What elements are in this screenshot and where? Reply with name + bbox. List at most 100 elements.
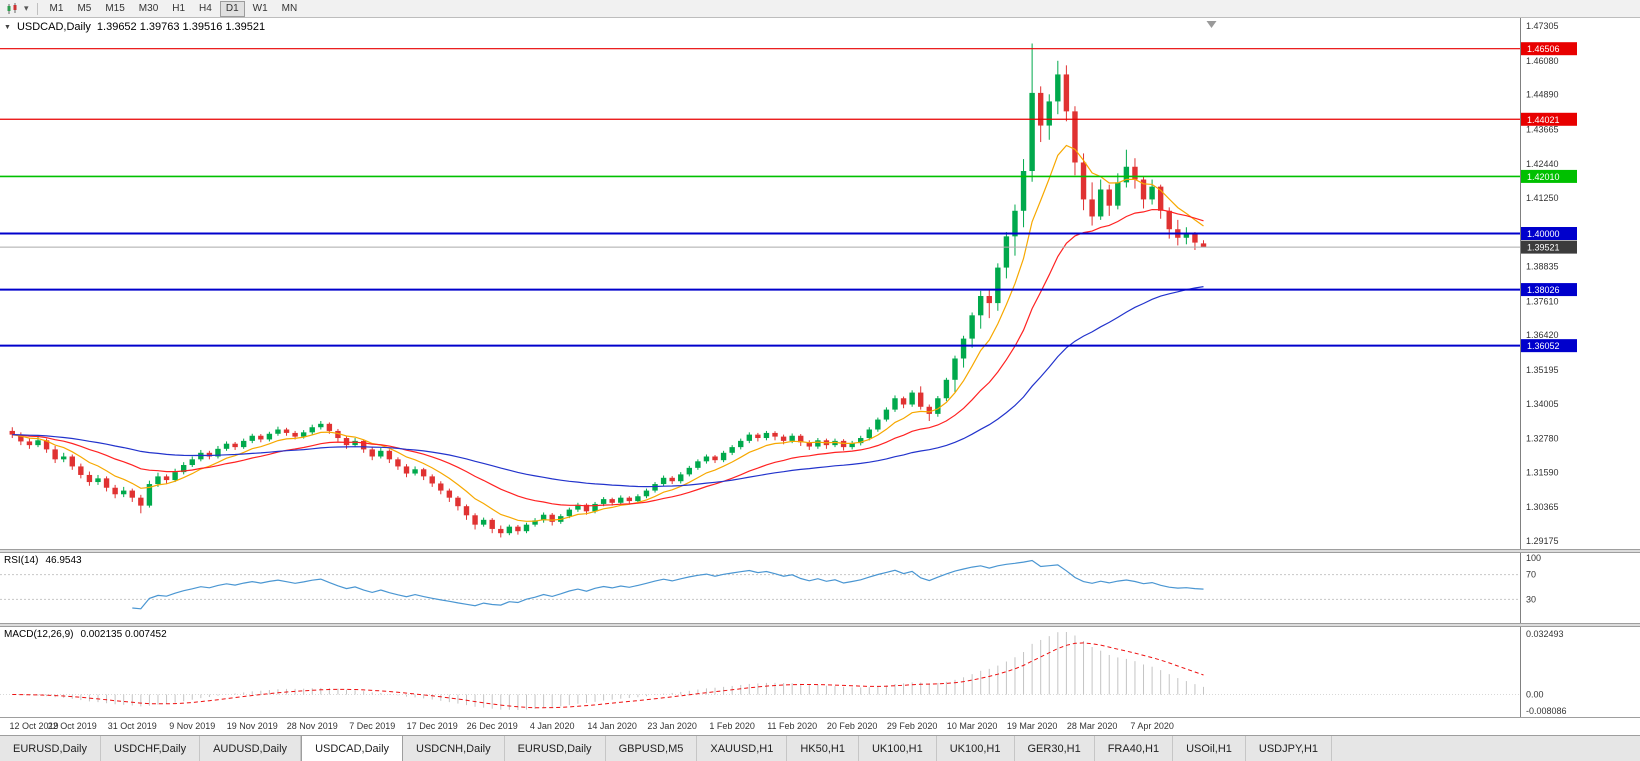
moving-average-line-medium [12,208,1204,507]
date-axis-label: 10 Mar 2020 [946,721,998,731]
toolbar-dropdown-caret-icon[interactable]: ▾ [24,3,29,13]
date-axis-label: 28 Nov 2019 [286,721,338,731]
svg-text:1.39521: 1.39521 [1527,243,1560,253]
macd-histogram [20,632,1205,710]
date-axis-label: 26 Dec 2019 [466,721,518,731]
svg-text:1.44890: 1.44890 [1526,90,1559,100]
rsi-canvas[interactable]: 100 70 30 [0,553,1640,623]
svg-text:1.36420: 1.36420 [1526,330,1559,340]
date-axis-label: 19 Mar 2020 [1006,721,1058,731]
chart-ohlc-values: 1.39652 1.39763 1.39516 1.39521 [96,21,266,33]
chart-tab-uk100-h1[interactable]: UK100,H1 [936,736,1015,761]
timeframe-buttons: M1 M5 M15 M30 H1 H4 D1 W1 MN [43,0,305,17]
chart-tab-eurusd-daily[interactable]: EURUSD,Daily [0,736,101,761]
svg-text:0.032493: 0.032493 [1526,629,1564,639]
date-axis-label: 9 Nov 2019 [169,721,216,731]
chart-tab-gbpusd-m5[interactable]: GBPUSD,M5 [605,736,698,761]
date-axis[interactable]: 12 Oct 2019 22 Oct 2019 31 Oct 2019 9 Nov 2… [0,717,1640,735]
date-axis-label: 28 Mar 2020 [1066,721,1118,731]
svg-text:30: 30 [1526,594,1536,604]
svg-text:1.37610: 1.37610 [1526,296,1559,306]
macd-canvas[interactable]: 0.032493 0.00 -0.008086 [0,627,1640,717]
rsi-indicator-name: RSI(14) [4,555,39,566]
svg-text:1.32780: 1.32780 [1526,434,1559,444]
rsi-panel: RSI(14) 46.9543 100 70 30 [0,553,1640,623]
timeframe-button-mn[interactable]: MN [281,2,298,14]
svg-text:1.43665: 1.43665 [1526,124,1559,134]
date-axis-label: 23 Jan 2020 [647,721,697,731]
timeframe-button-m30[interactable]: M30 [138,2,159,14]
chart-tab-usdcnh-daily[interactable]: USDCNH,Daily [403,736,505,761]
chart-tab-audusd-daily[interactable]: AUDUSD,Daily [200,736,302,761]
svg-text:1.35195: 1.35195 [1526,365,1559,375]
svg-text:1.47305: 1.47305 [1526,21,1559,31]
svg-text:1.42440: 1.42440 [1526,159,1559,169]
chart-shift-marker[interactable] [1206,21,1217,28]
date-axis-label: 4 Jan 2020 [529,721,575,731]
macd-current-values: 0.002135 0.007452 [80,629,167,640]
moving-average-line-slow [12,286,1204,488]
chart-tab-ger30-h1[interactable]: GER30,H1 [1014,736,1095,761]
timeframe-button-h4[interactable]: H4 [199,2,212,14]
chart-tab-usdchf-daily[interactable]: USDCHF,Daily [100,736,201,761]
date-axis-label: 20 Feb 2020 [826,721,878,731]
svg-text:100: 100 [1526,553,1541,563]
chart-tab-usoil-h1[interactable]: USOil,H1 [1173,736,1246,761]
chart-tab-eurusd-daily[interactable]: EURUSD,Daily [504,736,606,761]
svg-text:1.46506: 1.46506 [1527,44,1560,54]
chart-menu-icon[interactable]: ▼ [4,23,11,31]
rsi-label: RSI(14) 46.9543 [4,555,82,566]
svg-text:1.36052: 1.36052 [1527,341,1560,351]
date-axis-label: 7 Apr 2020 [1130,721,1174,731]
svg-text:1.44021: 1.44021 [1527,115,1560,125]
moving-average-line-fast [12,144,1204,522]
price-chart-canvas[interactable]: 1.47305 1.46080 1.44890 1.43665 1.42440 1.412… [0,18,1640,549]
date-axis-label: 14 Jan 2020 [587,721,637,731]
chart-tab-usdcad-daily[interactable]: USDCAD,Daily [301,736,404,761]
svg-text:1.38026: 1.38026 [1527,285,1560,295]
timeframe-button-w1[interactable]: W1 [252,2,268,14]
timeframe-button-h1[interactable]: H1 [172,2,186,14]
date-axis-label: 31 Oct 2019 [107,721,157,731]
timeframe-button-d1[interactable]: D1 [219,0,245,17]
chart-tab-usdjpy-h1[interactable]: USDJPY,H1 [1245,736,1333,761]
svg-text:1.42010: 1.42010 [1527,172,1560,182]
svg-text:1.31590: 1.31590 [1526,467,1559,477]
candlestick-chart-icon[interactable] [6,2,19,15]
svg-text:1.38835: 1.38835 [1526,262,1559,272]
macd-label: MACD(12,26,9) 0.002135 0.007452 [4,629,167,640]
svg-text:-0.008086: -0.008086 [1526,706,1567,716]
date-axis-label: 1 Feb 2020 [709,721,755,731]
chart-tab-hk50-h1[interactable]: HK50,H1 [787,736,859,761]
svg-text:70: 70 [1526,570,1536,580]
chart-symbol-timeframe: USDCAD,Daily [16,21,91,33]
rsi-line [132,559,1204,610]
toolbar-separator [36,2,38,15]
rsi-current-value: 46.9543 [45,555,82,566]
chart-tab-uk100-h1[interactable]: UK100,H1 [858,736,937,761]
macd-indicator-name: MACD(12,26,9) [4,629,74,640]
timeframe-toolbar: ▾ M1 M5 M15 M30 H1 H4 D1 W1 MN [0,0,1640,18]
svg-text:1.41250: 1.41250 [1526,193,1559,203]
date-axis-label: 19 Nov 2019 [226,721,278,731]
panel-divider[interactable] [0,549,1640,553]
date-axis-label: 29 Feb 2020 [886,721,938,731]
timeframe-button-m1[interactable]: M1 [49,2,64,14]
svg-text:1.34005: 1.34005 [1526,399,1559,409]
date-axis-label: 7 Dec 2019 [349,721,396,731]
chart-title: ▼ USDCAD,Daily 1.39652 1.39763 1.39516 1… [4,21,265,33]
chart-tab-xauusd-h1[interactable]: XAUUSD,H1 [697,736,788,761]
timeframe-button-m5[interactable]: M5 [77,2,92,14]
price-chart-panel: ▼ USDCAD,Daily 1.39652 1.39763 1.39516 1… [0,18,1640,549]
timeframe-button-m15[interactable]: M15 [105,2,125,14]
svg-text:1.29175: 1.29175 [1526,536,1559,546]
macd-signal-line [12,642,1204,709]
date-axis-label: 11 Feb 2020 [767,721,818,731]
chart-tabs-bar: EURUSD,Daily USDCHF,Daily AUDUSD,Daily USDC… [0,735,1640,761]
panel-divider[interactable] [0,623,1640,627]
svg-text:1.46080: 1.46080 [1526,56,1559,66]
svg-text:1.30365: 1.30365 [1526,502,1559,512]
date-axis-label: 12 Oct 2019 [9,721,59,731]
chart-tab-fra40-h1[interactable]: FRA40,H1 [1094,736,1174,761]
